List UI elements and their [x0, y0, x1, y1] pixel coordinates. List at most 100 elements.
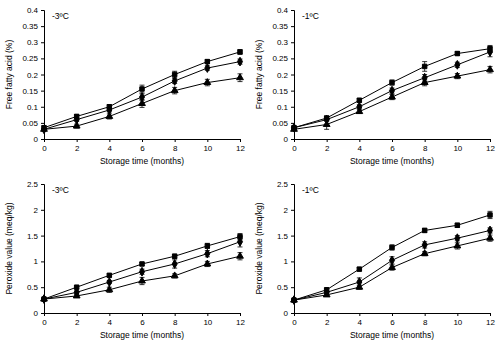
figure: 02468101200.050.10.150.20.250.30.350.4-3…	[0, 0, 500, 347]
tick-label: 12	[236, 318, 245, 327]
error-bar	[422, 79, 427, 85]
error-bar	[324, 120, 329, 130]
tick-label: 0	[34, 135, 39, 144]
tick: 12	[236, 313, 245, 327]
marker	[41, 125, 48, 131]
error-bar	[140, 262, 145, 265]
tick: 0.05	[22, 119, 44, 128]
tick-label: 0.1	[27, 103, 39, 112]
tick-label: 1	[284, 257, 289, 266]
marker	[389, 93, 396, 99]
tick-mark	[240, 139, 241, 142]
tick: 0.25	[22, 54, 44, 63]
tick: 0.1	[277, 103, 294, 112]
tick: 0.2	[27, 71, 44, 80]
series-line	[294, 70, 490, 130]
tick-mark	[291, 184, 294, 185]
axis-line	[291, 185, 295, 314]
panel-title: -1ºC	[302, 11, 319, 21]
marker	[291, 125, 298, 131]
tick: 0	[42, 313, 47, 327]
tick-label: 0.4	[27, 6, 39, 15]
tick-label: 2	[34, 206, 39, 215]
marker	[205, 244, 209, 248]
tick-mark	[175, 139, 176, 142]
x-axis: 024681012	[292, 139, 495, 153]
marker	[422, 241, 427, 250]
tick: 0	[34, 309, 44, 318]
plot-area	[41, 234, 244, 304]
tick: 1.5	[27, 232, 44, 241]
tick: 4	[358, 139, 363, 153]
marker	[171, 87, 178, 93]
axis-line	[295, 314, 491, 317]
tick: 10	[453, 139, 462, 153]
marker	[421, 250, 428, 256]
error-bar	[172, 254, 177, 258]
marker	[487, 48, 492, 57]
marker	[357, 267, 361, 271]
marker	[237, 57, 242, 66]
series-line	[294, 230, 490, 300]
marker	[171, 272, 178, 278]
marker	[106, 113, 113, 119]
tick-mark	[207, 313, 208, 316]
tick-label: 0.35	[272, 22, 288, 31]
tick-mark	[291, 236, 294, 237]
tick-mark	[291, 42, 294, 43]
tick-mark	[291, 91, 294, 92]
panel-title: -3ºC	[52, 11, 69, 21]
marker	[455, 60, 460, 69]
plot-area	[291, 211, 494, 304]
tick-label: 1.5	[277, 232, 289, 241]
marker	[139, 277, 146, 283]
marker	[237, 237, 242, 246]
error-bar	[238, 253, 243, 260]
tick-mark	[175, 313, 176, 316]
tick: 10	[453, 313, 462, 327]
tick: 0	[42, 139, 47, 153]
error-bar	[488, 66, 493, 72]
tick-label: 10	[453, 144, 462, 153]
axis-line	[41, 11, 45, 140]
tick-mark	[41, 313, 44, 314]
marker	[41, 295, 46, 304]
error-bar	[488, 211, 493, 218]
tick-mark	[109, 139, 110, 142]
error-bar	[238, 74, 243, 82]
tick-label: 0.5	[27, 283, 39, 292]
error-bar	[205, 243, 210, 248]
error-bar	[357, 268, 362, 271]
tick-mark	[291, 313, 294, 314]
tick-label: 4	[358, 144, 363, 153]
tick: 6	[140, 313, 145, 327]
tick-mark	[327, 139, 328, 142]
error-bar	[455, 243, 460, 249]
x-axis-title: Storage time (months)	[350, 156, 434, 166]
tick-mark	[359, 139, 360, 142]
tick: 8	[423, 313, 428, 327]
tick-mark	[392, 313, 393, 316]
tick: 2	[34, 206, 44, 215]
tick-label: 12	[236, 144, 245, 153]
tick-label: 0	[42, 318, 47, 327]
error-bar	[422, 62, 427, 72]
panel: 02468101200.511.522.5-1ºCStorage time (m…	[254, 180, 495, 340]
panel: 02468101200.050.10.150.20.250.30.350.4-3…	[4, 6, 245, 166]
tick: 2	[325, 313, 330, 327]
tick-label: 6	[390, 144, 395, 153]
tick-mark	[291, 139, 294, 140]
y-axis: 00.511.522.5	[277, 180, 295, 318]
tick: 0.35	[272, 22, 294, 31]
marker	[389, 264, 396, 270]
tick: 12	[486, 139, 495, 153]
tick-label: 0.05	[22, 119, 38, 128]
tick-label: 0	[42, 144, 47, 153]
error-bar	[488, 47, 493, 57]
marker	[454, 242, 461, 248]
tick-mark	[77, 139, 78, 142]
series-line	[294, 238, 490, 300]
marker	[488, 213, 492, 217]
tick: 4	[358, 313, 363, 327]
tick: 2	[325, 139, 330, 153]
